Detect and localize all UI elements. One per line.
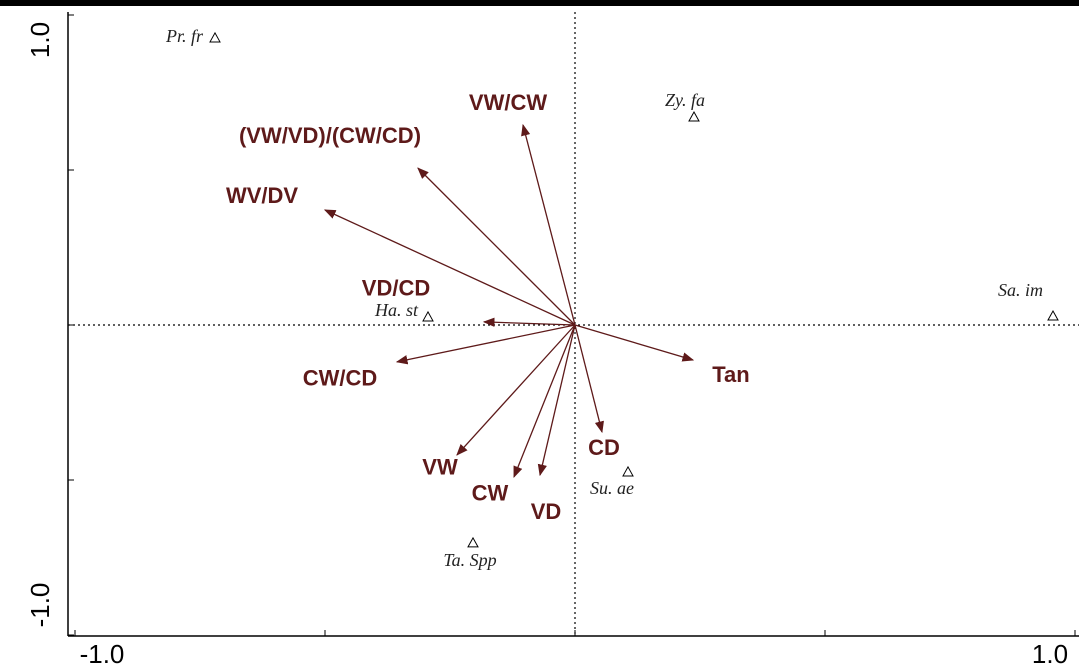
variable-label: (VW/VD)/(CW/CD) xyxy=(239,123,421,148)
variable-label: VW/CW xyxy=(469,90,547,115)
variable-arrow xyxy=(574,324,695,362)
species-point xyxy=(422,310,434,322)
species-label: Zy. fa xyxy=(665,90,705,110)
variable-label: WV/DV xyxy=(226,183,298,208)
species-label: Ta. Spp xyxy=(443,550,496,570)
variable-arrow xyxy=(482,317,576,327)
variable-arrow xyxy=(395,324,576,365)
variable-arrow xyxy=(537,324,576,477)
species-point xyxy=(1047,309,1059,321)
variable-label: CD xyxy=(588,435,620,460)
variable-arrow xyxy=(574,324,604,434)
variable-label: VD xyxy=(531,499,562,524)
variable-label: CW xyxy=(472,481,509,506)
species-label: Pr. fr xyxy=(165,26,204,46)
variable-label: CW/CD xyxy=(303,366,378,391)
species-label: Sa. im xyxy=(998,280,1043,300)
y-tick-label: -1.0 xyxy=(25,583,55,628)
species-label: Su. ae xyxy=(590,478,634,498)
variable-arrow xyxy=(323,209,576,326)
variable-arrow xyxy=(417,167,576,326)
species-point xyxy=(688,110,700,122)
species-point xyxy=(467,536,479,548)
top-rule xyxy=(0,0,1079,6)
y-tick-label: 1.0 xyxy=(25,22,55,58)
x-tick-label: -1.0 xyxy=(80,639,125,669)
x-tick-label: 1.0 xyxy=(1032,639,1068,669)
species-label: Ha. st xyxy=(374,300,419,320)
species-point xyxy=(622,465,634,477)
variable-arrow xyxy=(521,123,576,326)
variable-label: VW xyxy=(422,455,458,480)
species-point xyxy=(209,31,221,43)
variable-label: Tan xyxy=(712,362,749,387)
variable-label: VD/CD xyxy=(362,276,430,301)
variable-arrow xyxy=(513,324,576,478)
variable-arrow xyxy=(456,324,576,456)
